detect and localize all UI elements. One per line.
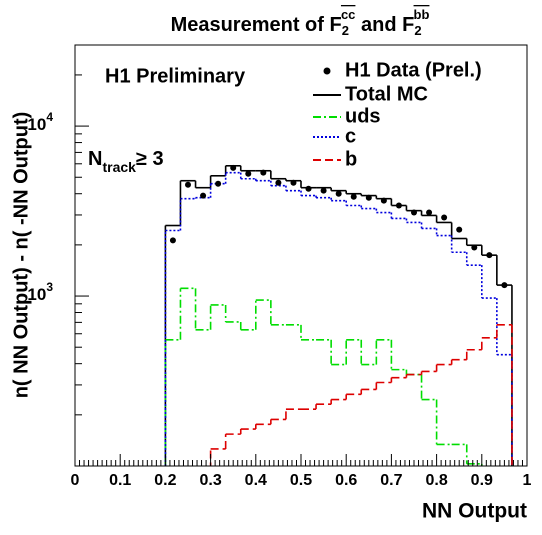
data-point xyxy=(350,193,357,200)
data-point xyxy=(426,209,433,216)
chart-title: Measurement of F2cc and F2bb xyxy=(171,7,430,38)
step-riser xyxy=(164,288,513,466)
legend-label: b xyxy=(345,148,357,170)
data-point xyxy=(501,282,508,289)
legend-label: uds xyxy=(345,105,381,127)
title-part: and F xyxy=(355,14,414,36)
legend-label: c xyxy=(345,125,356,147)
x-tick-label: 0.4 xyxy=(245,472,267,489)
step-riser xyxy=(164,324,513,466)
data-point xyxy=(486,252,493,259)
x-tick-label: 1 xyxy=(523,472,532,489)
plot-area xyxy=(164,164,513,466)
data-point xyxy=(245,170,252,177)
y-tick-base: 10 xyxy=(27,116,46,135)
legend-marker xyxy=(323,67,331,75)
title-part: 2 xyxy=(342,23,349,38)
cut-part: ≥ 3 xyxy=(136,148,164,170)
data-point xyxy=(305,185,312,192)
data-point xyxy=(441,214,448,221)
y-tick-exponent: 3 xyxy=(46,280,53,294)
data-point xyxy=(230,164,237,171)
data-point xyxy=(290,179,297,186)
cut-label: Ntrack≥ 3 xyxy=(88,148,164,174)
data-point xyxy=(260,169,267,176)
x-tick-label: 0.8 xyxy=(425,472,447,489)
title-part: cc xyxy=(341,7,355,22)
data-point xyxy=(169,237,176,244)
x-axis-label: NN Output xyxy=(422,500,527,523)
cut-part: track xyxy=(102,159,136,175)
step-riser xyxy=(164,172,513,466)
data-point xyxy=(200,192,207,199)
data-point xyxy=(275,179,282,186)
y-tick-exponent: 4 xyxy=(46,110,53,124)
y-tick-base: 10 xyxy=(27,286,46,305)
title-part: 2 xyxy=(414,23,421,38)
x-tick-label: 0.2 xyxy=(154,472,176,489)
data-point xyxy=(215,180,222,187)
data-point xyxy=(185,181,191,188)
title-part: bb xyxy=(414,7,430,22)
data-point xyxy=(411,209,417,216)
cut-part: N xyxy=(88,148,102,170)
x-tick-label: 0 xyxy=(71,472,80,489)
x-tick-label: 0.1 xyxy=(109,472,131,489)
x-tick-label: 0.9 xyxy=(471,472,493,489)
x-tick-label: 0.5 xyxy=(290,472,312,489)
y-tick-label: 104 xyxy=(27,110,53,134)
data-point xyxy=(320,187,327,194)
data-point xyxy=(456,226,463,233)
data-point xyxy=(365,194,372,201)
y-tick-label: 103 xyxy=(27,280,53,304)
data-point xyxy=(395,202,402,209)
x-tick-label: 0.6 xyxy=(335,472,357,489)
data-point xyxy=(335,190,342,197)
data-point xyxy=(380,197,387,204)
data-point xyxy=(471,244,478,251)
legend-label: H1 Data (Prel.) xyxy=(345,59,482,81)
x-tick-label: 0.3 xyxy=(199,472,221,489)
annotation: H1 Preliminary xyxy=(105,65,246,87)
y-axis-label: n( NN Output) - n( -NN Output) xyxy=(10,112,32,399)
legend-label: Total MC xyxy=(345,83,428,105)
title-part: Measurement of F xyxy=(171,14,342,36)
x-tick-label: 0.7 xyxy=(380,472,402,489)
